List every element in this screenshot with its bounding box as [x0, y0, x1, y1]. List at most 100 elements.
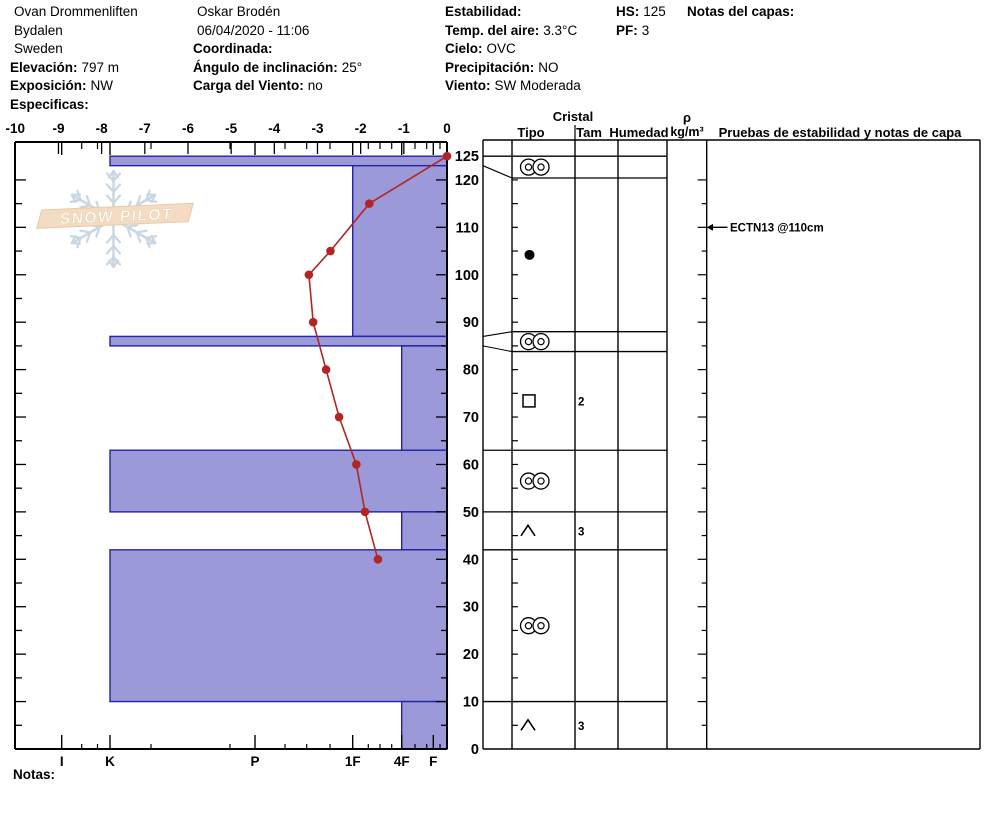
temp-axis-label: -10: [6, 121, 26, 136]
left-arrow-icon: [706, 223, 713, 231]
temp-axis-label: -8: [96, 121, 108, 136]
header-field: Temp. del aire: 3.3°C: [445, 22, 578, 38]
watermark-banner: [36, 202, 194, 229]
depth-hoar-symbol: [520, 718, 536, 731]
temp-axis-label: -4: [268, 121, 280, 136]
grain-table-headers: Cristal Tipo Tam Humedad ρkg/m³ Pruebas de es…: [517, 109, 962, 140]
header-field: Cielo: OVC: [445, 41, 516, 56]
header-field: Bydalen: [14, 22, 63, 38]
temperature-point: [373, 555, 383, 564]
grain-symbols: 2 3 3: [519, 158, 584, 733]
depth-axis-label: 110: [456, 220, 479, 236]
hardness-axis-label: I: [60, 754, 64, 769]
header-field: Coordinada:: [193, 41, 273, 56]
rounded-grains-symbol: [524, 249, 535, 260]
temperature-line: [308, 155, 448, 560]
melt-freeze-crust-symbol: [519, 472, 550, 490]
depth-axis-label: 20: [463, 647, 479, 663]
temp-axis-label: -6: [182, 121, 194, 136]
depth-axis-label: 125: [455, 149, 479, 165]
header-field: Oskar Brodén: [197, 4, 281, 19]
header-tipo: Tipo: [517, 125, 544, 140]
temp-axis-label: -3: [311, 121, 323, 136]
hardness-axis-label: 4F: [394, 754, 410, 769]
depth-axis-label: 30: [463, 600, 479, 616]
hardness-axis-label: P: [250, 754, 259, 769]
temperature-point: [352, 460, 361, 469]
snowpilot-watermark: SNOW PILOT: [36, 169, 194, 269]
grain-size-value: 3: [578, 721, 584, 733]
header-field: Notas del capas:: [687, 4, 795, 19]
melt-freeze-crust-symbol: [519, 617, 550, 635]
header-field: HS: 125: [616, 4, 666, 19]
header-field: Carga del Viento: no: [193, 78, 323, 93]
depth-axis-label: 60: [463, 457, 479, 473]
snow-layer-bar: [109, 335, 448, 347]
melt-freeze-crust-symbol: [519, 332, 550, 351]
axis-labels: -10 -9 -8 -7 -6 -5 -4 -3 -2 -1 0125120110100908070…: [6, 121, 479, 769]
grain-table: [482, 125, 981, 750]
depth-axis-label: 70: [463, 410, 479, 426]
hardness-axis-label: K: [105, 754, 115, 769]
depth-axis-label: 90: [463, 315, 479, 331]
snow-layer-bar: [352, 164, 448, 338]
depth-axis-label: 100: [455, 268, 479, 284]
header-field: Precipitación: NO: [445, 59, 559, 75]
header-field: Exposición: NW: [10, 78, 114, 93]
header-rho: ρ: [683, 110, 691, 125]
hardness-axis-label: F: [429, 754, 437, 769]
header-field: Ovan Drommenliften: [14, 4, 138, 19]
snow-layer-bar: [109, 449, 448, 513]
depth-hoar-symbol: [520, 523, 536, 537]
snow-layer-bar: [109, 155, 448, 167]
watermark-text: SNOW PILOT: [59, 206, 174, 228]
axis-ticks: [14, 142, 448, 749]
temperature-point: [360, 507, 370, 517]
notes-label: Notas:: [13, 767, 56, 782]
stability-test-note: ECTN13 @110cm: [730, 222, 824, 234]
header-cristal: Cristal: [553, 109, 593, 124]
snow-layer-bar: [401, 511, 448, 551]
temperature-point: [321, 365, 331, 374]
temperature-point: [326, 246, 335, 256]
depth-axis-label: 120: [455, 173, 479, 189]
header-field: Elevación: 797 m: [10, 59, 120, 75]
temp-axis-label: -1: [398, 121, 410, 136]
header-field: Ángulo de inclinación: 25°: [193, 59, 363, 75]
faceted-crystals-symbol: [522, 394, 536, 408]
snow-layer-bar: [401, 700, 448, 750]
hardness-axis-label: 1F: [345, 754, 361, 769]
header-field: Especificas:: [10, 96, 89, 112]
depth-axis-label: 80: [463, 363, 479, 379]
melt-freeze-crust-symbol: [519, 158, 550, 176]
header-humedad: Humedad: [609, 125, 668, 140]
header-field: 06/04/2020 - 11:06: [197, 22, 310, 38]
temp-axis-label: 0: [443, 121, 451, 136]
temperature-point: [442, 151, 452, 161]
temp-axis-label: -7: [139, 121, 151, 136]
depth-axis-label: 40: [463, 552, 479, 568]
header-rho-unit: kg/m³: [670, 125, 703, 139]
temperature-profile: [304, 151, 452, 564]
header-field: Sweden: [14, 41, 63, 56]
temperature-point: [308, 317, 318, 327]
depth-axis-label: 0: [471, 742, 479, 758]
depth-axis-label: 50: [463, 505, 479, 521]
temp-axis-label: -9: [52, 121, 64, 136]
header-tam: Tam: [576, 125, 602, 140]
temp-axis-label: -5: [225, 121, 237, 136]
header-field: Viento: SW Moderada: [445, 78, 581, 93]
header-field: PF: 3: [616, 22, 650, 38]
header-tests: Pruebas de estabilidad y notas de capa: [719, 125, 963, 140]
temp-axis-label: -2: [355, 121, 367, 136]
snow-layer-bar: [109, 549, 448, 703]
snow-layer-bar: [401, 345, 448, 451]
temperature-point: [304, 270, 314, 280]
grain-size-value: 2: [578, 396, 584, 408]
temperature-point: [364, 199, 374, 208]
header-field: Estabilidad:: [445, 4, 522, 19]
stability-tests: ECTN13 @110cm: [706, 222, 824, 234]
temperature-point: [334, 412, 344, 422]
